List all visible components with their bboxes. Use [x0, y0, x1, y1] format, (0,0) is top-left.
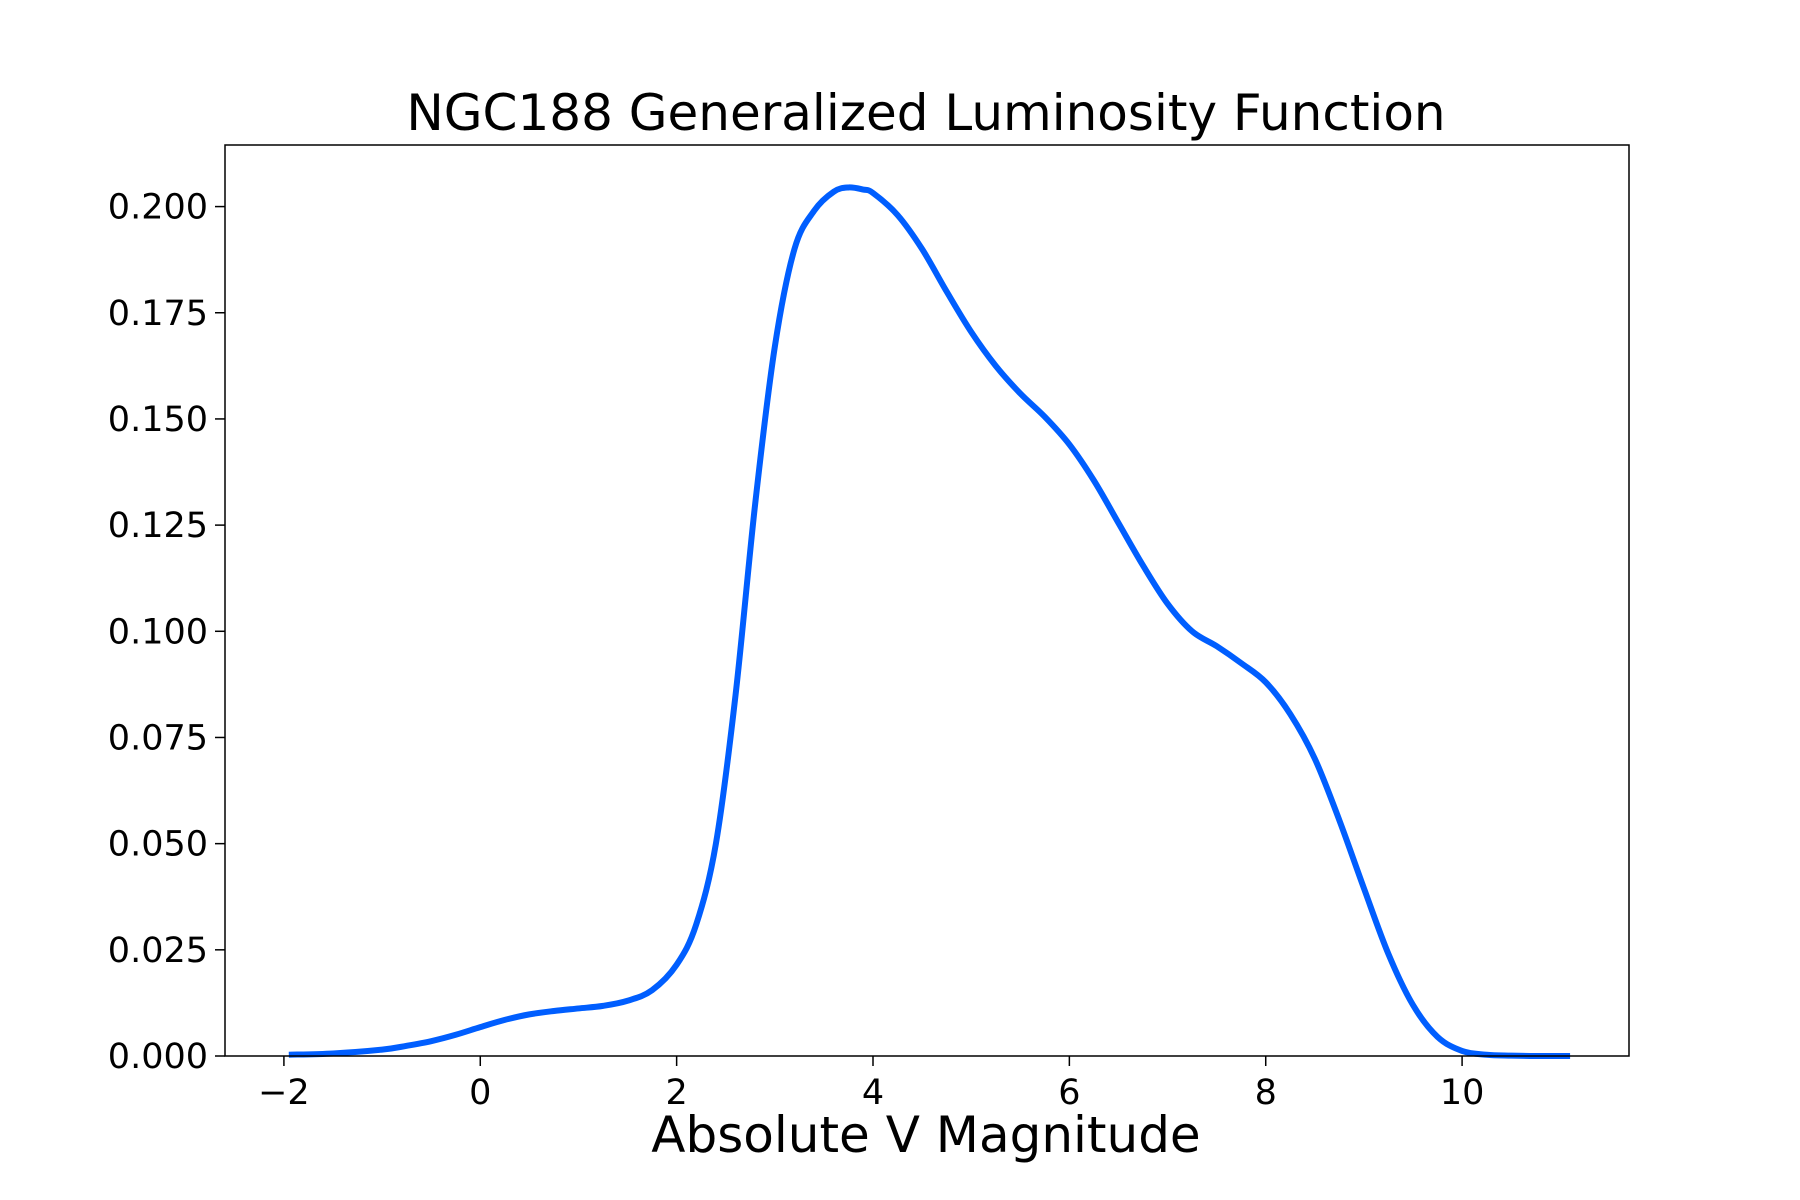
chart-title: NGC188 Generalized Luminosity Function: [406, 84, 1445, 142]
x-tick-label: 10: [1440, 1073, 1485, 1113]
y-tick-label: 0.075: [108, 718, 208, 758]
x-tick-label: 4: [862, 1073, 884, 1113]
x-tick-label: 2: [665, 1073, 687, 1113]
x-axis: −2 0 2 4 6 8 10: [258, 1056, 1484, 1113]
y-tick-label: 0.050: [108, 825, 208, 865]
y-tick-label: 0.125: [108, 506, 208, 546]
x-axis-label: Absolute V Magnitude: [651, 1106, 1200, 1164]
x-tick-label: 0: [469, 1073, 491, 1113]
plot-frame: [224, 144, 1630, 1057]
y-axis: 0.000 0.025 0.050 0.075 0.100 0.125 0.150 0.175…: [108, 188, 225, 1077]
y-tick-label: 0.175: [108, 294, 208, 334]
series-line: [288, 184, 1571, 1060]
x-tick-label: 8: [1255, 1073, 1277, 1113]
y-tick-label: 0.025: [108, 931, 208, 971]
y-tick-label: 0.000: [108, 1037, 208, 1077]
y-tick-label: 0.150: [108, 400, 208, 440]
x-tick-label: −2: [258, 1073, 310, 1113]
y-tick-label: 0.100: [108, 612, 208, 652]
x-tick-label: 6: [1058, 1073, 1080, 1113]
y-tick-label: 0.200: [108, 188, 208, 228]
